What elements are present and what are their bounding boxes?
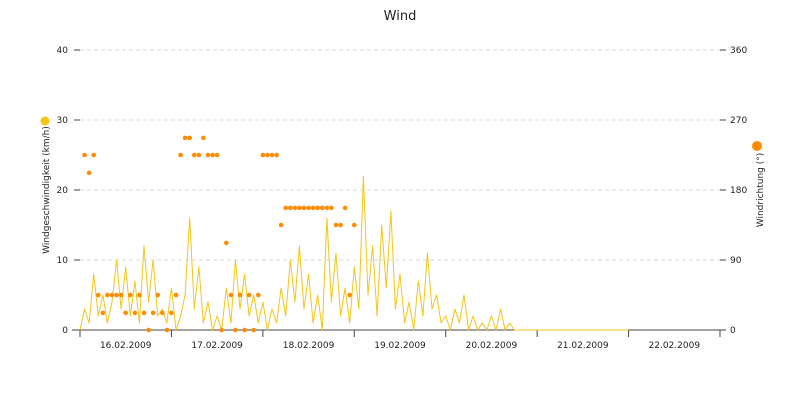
x-tick-label: 18.02.2009 bbox=[283, 341, 335, 351]
direction-point bbox=[182, 135, 188, 141]
x-tick-label: 22.02.2009 bbox=[649, 341, 701, 351]
direction-point bbox=[164, 327, 170, 333]
y-axis-right-title: Windrichtung (°) bbox=[756, 153, 766, 228]
direction-point bbox=[315, 205, 321, 211]
direction-point bbox=[105, 292, 110, 298]
direction-point bbox=[123, 310, 128, 316]
y-right-tick-label: 180 bbox=[730, 186, 747, 196]
direction-point bbox=[141, 310, 147, 316]
direction-point bbox=[242, 327, 247, 333]
direction-point bbox=[274, 152, 279, 158]
x-tick-label: 20.02.2009 bbox=[466, 341, 518, 351]
direction-point bbox=[214, 152, 220, 158]
y-left-tick-label: 10 bbox=[57, 256, 69, 266]
chart-title: Wind bbox=[384, 9, 417, 24]
direction-point bbox=[269, 152, 275, 158]
direction-point bbox=[128, 292, 133, 298]
direction-point bbox=[132, 310, 138, 316]
direction-point bbox=[288, 205, 293, 211]
y-left-tick-label: 30 bbox=[57, 116, 69, 126]
direction-point bbox=[210, 152, 215, 158]
wind-direction-series bbox=[82, 135, 357, 333]
direction-point bbox=[251, 327, 256, 333]
direction-point bbox=[109, 292, 115, 298]
direction-point bbox=[301, 205, 307, 211]
y-left-tick-label: 40 bbox=[57, 46, 69, 56]
direction-point bbox=[196, 152, 202, 158]
direction-point bbox=[228, 292, 234, 298]
x-axis-ticks: 16.02.2009 17.02.2009 18.02.2009 19.02.2009… bbox=[79, 330, 721, 351]
direction-point bbox=[82, 152, 87, 158]
direction-point bbox=[260, 152, 266, 158]
legend-speed-marker bbox=[40, 116, 50, 126]
direction-point bbox=[347, 292, 353, 298]
x-tick-label: 17.02.2009 bbox=[191, 341, 243, 351]
direction-point bbox=[224, 240, 229, 246]
direction-point bbox=[91, 152, 96, 158]
direction-point bbox=[187, 135, 192, 141]
direction-point bbox=[146, 327, 151, 333]
direction-point bbox=[201, 135, 206, 141]
direction-point bbox=[96, 292, 101, 298]
direction-point bbox=[137, 292, 142, 298]
y-axis-right-ticks: 0 90 180 270 360 bbox=[720, 46, 747, 336]
direction-point bbox=[114, 292, 119, 298]
direction-point bbox=[150, 310, 156, 316]
y-right-tick-label: 0 bbox=[730, 326, 736, 336]
direction-point bbox=[246, 292, 252, 298]
direction-point bbox=[173, 292, 179, 298]
y-axis-left-ticks: 0 10 20 30 40 bbox=[57, 46, 80, 336]
direction-point bbox=[178, 152, 183, 158]
wind-speed-series bbox=[79, 175, 629, 331]
direction-point bbox=[338, 222, 343, 228]
direction-point bbox=[283, 205, 289, 211]
direction-point bbox=[155, 292, 160, 298]
y-left-tick-label: 20 bbox=[57, 186, 69, 196]
direction-point bbox=[278, 222, 284, 228]
direction-point bbox=[320, 205, 325, 211]
y-axis-left-title: Windgeschwindigkeit (km/h) bbox=[42, 126, 52, 254]
legend-direction-marker bbox=[752, 141, 762, 151]
direction-point bbox=[169, 310, 174, 316]
grid-lines bbox=[80, 49, 720, 261]
direction-point bbox=[86, 170, 92, 176]
direction-point bbox=[324, 205, 330, 211]
x-tick-label: 21.02.2009 bbox=[557, 341, 609, 351]
direction-point bbox=[333, 222, 339, 228]
y-right-tick-label: 270 bbox=[730, 116, 747, 126]
direction-point bbox=[118, 292, 124, 298]
direction-point bbox=[192, 152, 197, 158]
direction-point bbox=[205, 152, 211, 158]
y-right-tick-label: 360 bbox=[730, 46, 747, 56]
direction-point bbox=[160, 310, 165, 316]
x-tick-label: 16.02.2009 bbox=[100, 341, 152, 351]
direction-point bbox=[310, 205, 316, 211]
direction-point bbox=[329, 205, 334, 211]
direction-point bbox=[265, 152, 270, 158]
direction-point bbox=[306, 205, 311, 211]
direction-point bbox=[297, 205, 302, 211]
y-right-tick-label: 90 bbox=[730, 256, 742, 266]
direction-point bbox=[342, 205, 348, 211]
direction-point bbox=[219, 327, 224, 333]
direction-point bbox=[292, 205, 298, 211]
direction-point bbox=[233, 327, 238, 333]
x-tick-label: 19.02.2009 bbox=[374, 341, 426, 351]
direction-point bbox=[255, 292, 261, 298]
direction-point bbox=[237, 292, 243, 298]
direction-point bbox=[100, 310, 106, 316]
y-left-tick-label: 0 bbox=[62, 326, 68, 336]
direction-point bbox=[352, 222, 357, 228]
series-line-windgeschwindigkeit bbox=[79, 175, 629, 331]
